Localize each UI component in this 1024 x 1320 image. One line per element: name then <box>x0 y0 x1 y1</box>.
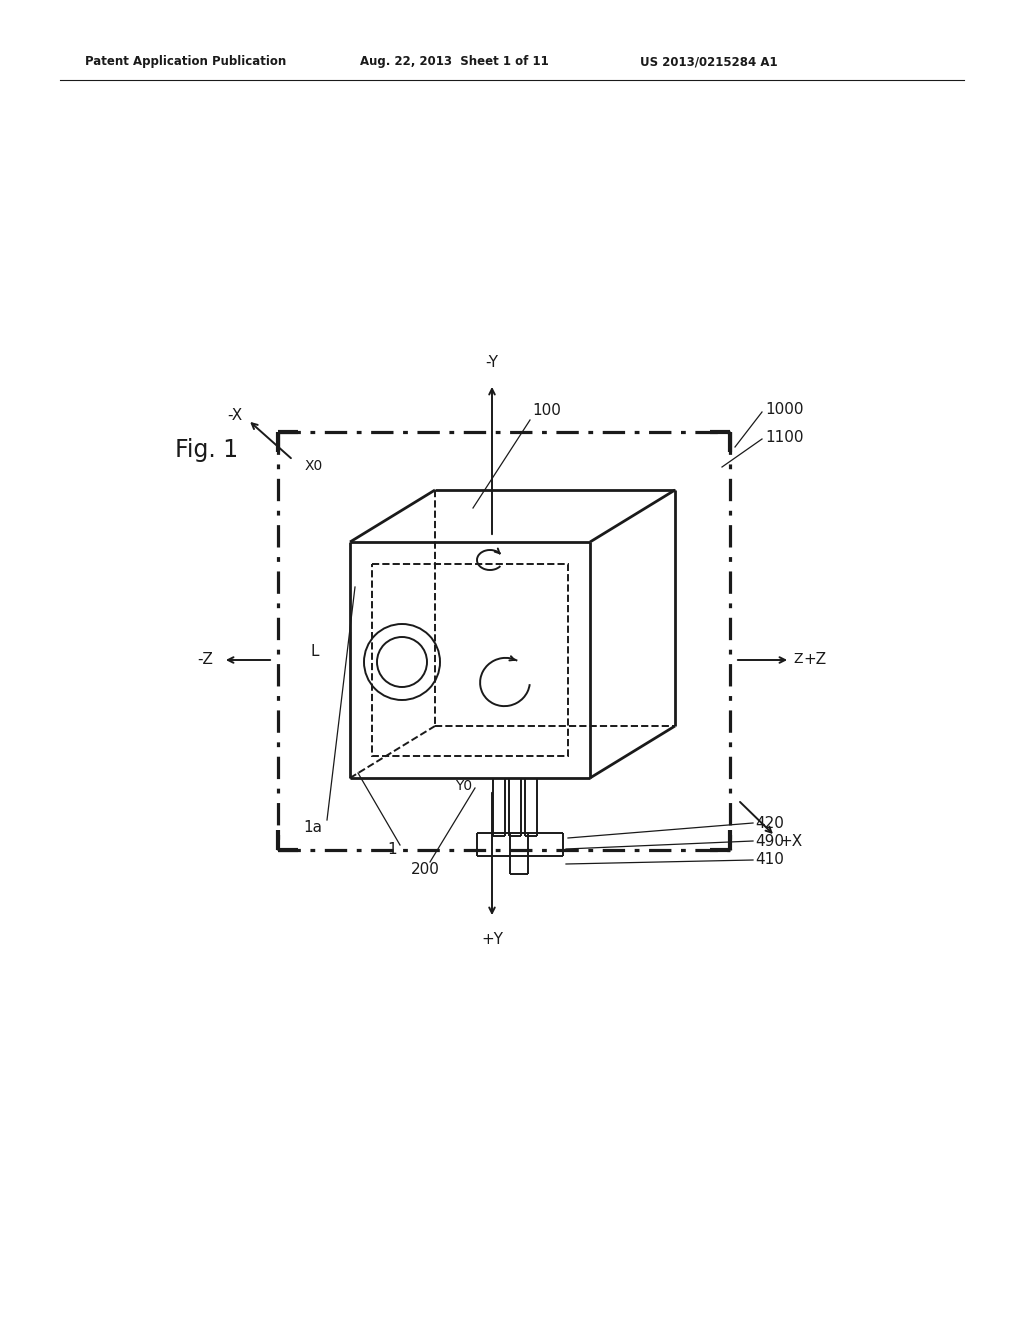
Text: 1100: 1100 <box>765 429 804 445</box>
Bar <box>372 564 568 756</box>
Text: 200: 200 <box>411 862 439 878</box>
Text: -Z: -Z <box>198 652 213 668</box>
Text: +Z: +Z <box>803 652 826 667</box>
Text: 1a: 1a <box>303 821 322 836</box>
Text: Fig. 1: Fig. 1 <box>175 438 239 462</box>
Text: Z: Z <box>793 652 803 667</box>
Text: Aug. 22, 2013  Sheet 1 of 11: Aug. 22, 2013 Sheet 1 of 11 <box>360 55 549 69</box>
Text: 490: 490 <box>755 833 784 849</box>
Text: +X: +X <box>779 834 802 850</box>
Text: L: L <box>310 644 319 660</box>
Text: 410: 410 <box>755 853 784 867</box>
Text: -Y: -Y <box>485 355 499 370</box>
Text: 1: 1 <box>387 842 397 858</box>
Text: Patent Application Publication: Patent Application Publication <box>85 55 287 69</box>
Text: Y0: Y0 <box>455 779 472 793</box>
Text: 100: 100 <box>532 403 561 418</box>
Text: 420: 420 <box>755 816 784 830</box>
Text: X0: X0 <box>305 459 324 473</box>
Text: US 2013/0215284 A1: US 2013/0215284 A1 <box>640 55 777 69</box>
Text: +Y: +Y <box>481 932 503 946</box>
Text: -X: -X <box>226 408 242 424</box>
Text: 1000: 1000 <box>765 403 804 417</box>
